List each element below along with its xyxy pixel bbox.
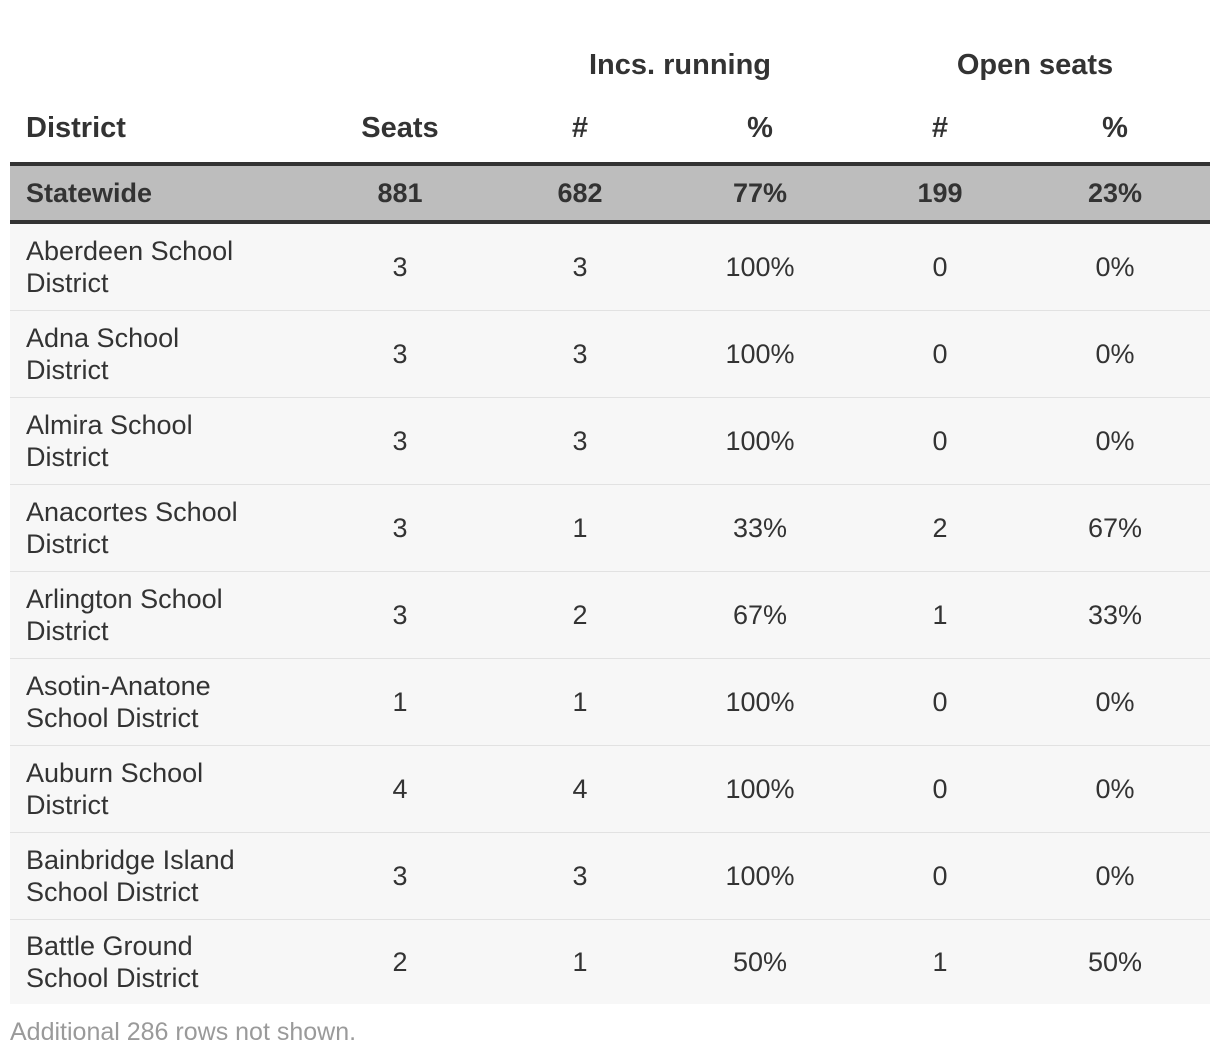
open-percent-cell: 0% [1020,658,1210,746]
statewide-incumbents-percent: 77% [660,164,860,224]
statewide-summary-row: Statewide 881 682 77% 199 23% [10,164,1210,224]
incumbents-count-cell: 3 [500,832,660,920]
open-count-cell: 0 [860,222,1020,311]
seats-cell: 2 [300,919,500,1004]
open-percent-cell: 67% [1020,484,1210,572]
open-count-cell: 1 [860,571,1020,659]
seats-cell: 1 [300,658,500,746]
incumbents-count-cell: 3 [500,222,660,311]
seats-cell: 3 [300,397,500,485]
table-row: Anacortes School District 3 1 33% 2 67% [10,484,1210,572]
rows-not-shown-note: Additional 286 rows not shown. [10,1018,357,1046]
group-header-empty [10,0,300,98]
open-count-cell: 0 [860,658,1020,746]
district-name: Auburn School District [10,745,300,833]
district-name: Almira School District [10,397,300,485]
table-row: Aberdeen School District 3 3 100% 0 0% [10,222,1210,311]
district-name-text: Anacortes School District [26,497,238,559]
open-percent-cell: 0% [1020,310,1210,398]
incumbents-percent-cell: 100% [660,397,860,485]
incumbents-percent-cell: 67% [660,571,860,659]
seats-cell: 3 [300,222,500,311]
table-row: Battle Ground School District 2 1 50% 1 50% [10,919,1210,1004]
seats-cell: 3 [300,310,500,398]
district-name: Asotin-Anatone School District [10,658,300,746]
incumbents-percent-cell: 100% [660,222,860,311]
table-row: Arlington School District 3 2 67% 1 33% [10,571,1210,659]
incumbents-percent-cell: 100% [660,745,860,833]
table-row: Asotin-Anatone School District 1 1 100% 0 0% [10,658,1210,746]
group-header-row: Incs. running Open seats [10,0,1210,98]
statewide-open-count: 199 [860,164,1020,224]
column-header-open-percent[interactable]: % [1102,112,1128,144]
district-name-text: Almira School District [26,410,193,472]
incumbents-count-cell: 3 [500,310,660,398]
statewide-label: Statewide [10,164,300,224]
district-name-text: Bainbridge Island School District [26,845,235,907]
table-row: Bainbridge Island School District 3 3 100% 0… [10,832,1210,920]
open-count-cell: 0 [860,397,1020,485]
district-name: Arlington School District [10,571,300,659]
open-percent-cell: 50% [1020,919,1210,1004]
column-header-district[interactable]: District [26,112,126,144]
table-row: Almira School District 3 3 100% 0 0% [10,397,1210,485]
incumbents-percent-cell: 100% [660,658,860,746]
seats-cell: 3 [300,484,500,572]
district-name: Bainbridge Island School District [10,832,300,920]
district-name: Anacortes School District [10,484,300,572]
district-rows: Aberdeen School District 3 3 100% 0 0% Adna Sc… [10,222,1210,1004]
incumbents-percent-cell: 100% [660,310,860,398]
incumbents-count-cell: 3 [500,397,660,485]
open-percent-cell: 33% [1020,571,1210,659]
open-count-cell: 0 [860,832,1020,920]
district-name-text: Battle Ground School District [26,931,199,993]
table-row: Auburn School District 4 4 100% 0 0% [10,745,1210,833]
seats-cell: 3 [300,571,500,659]
seats-cell: 3 [300,832,500,920]
open-percent-cell: 0% [1020,745,1210,833]
statewide-seats: 881 [300,164,500,224]
statewide-incumbents-count: 682 [500,164,660,224]
incumbents-count-cell: 4 [500,745,660,833]
incumbents-count-cell: 1 [500,658,660,746]
district-name-text: Aberdeen School District [26,236,234,298]
incumbents-count-cell: 2 [500,571,660,659]
incumbents-percent-cell: 33% [660,484,860,572]
incumbents-count-cell: 1 [500,919,660,1004]
column-header-incumbents-count[interactable]: # [571,112,589,144]
group-header-open-seats: Open seats [956,49,1114,81]
district-name-text: Auburn School District [26,758,204,820]
district-name: Aberdeen School District [10,222,300,311]
column-header-incumbents-percent[interactable]: % [747,112,773,144]
open-percent-cell: 0% [1020,832,1210,920]
district-name: Adna School District [10,310,300,398]
seats-cell: 4 [300,745,500,833]
open-count-cell: 2 [860,484,1020,572]
incumbents-count-cell: 1 [500,484,660,572]
table-row: Adna School District 3 3 100% 0 0% [10,310,1210,398]
district-name: Battle Ground School District [10,919,300,1004]
open-count-cell: 0 [860,745,1020,833]
group-header-empty [300,0,500,98]
column-header-row: District Seats # % # % [10,98,1210,164]
district-name-text: Adna School District [26,323,180,385]
data-table-container: Incs. running Open seats District Seats … [10,0,1210,1004]
open-count-cell: 1 [860,919,1020,1004]
statewide-open-percent: 23% [1020,164,1210,224]
open-percent-cell: 0% [1020,222,1210,311]
district-name-text: Arlington School District [26,584,223,646]
incumbents-percent-cell: 50% [660,919,860,1004]
group-header-incumbents-running: Incs. running [588,49,772,81]
column-header-open-count[interactable]: # [931,112,949,144]
incumbents-percent-cell: 100% [660,832,860,920]
district-name-text: Asotin-Anatone School District [26,671,211,733]
column-header-seats[interactable]: Seats [361,112,439,144]
open-count-cell: 0 [860,310,1020,398]
open-percent-cell: 0% [1020,397,1210,485]
school-board-table: Incs. running Open seats District Seats … [10,0,1210,1004]
